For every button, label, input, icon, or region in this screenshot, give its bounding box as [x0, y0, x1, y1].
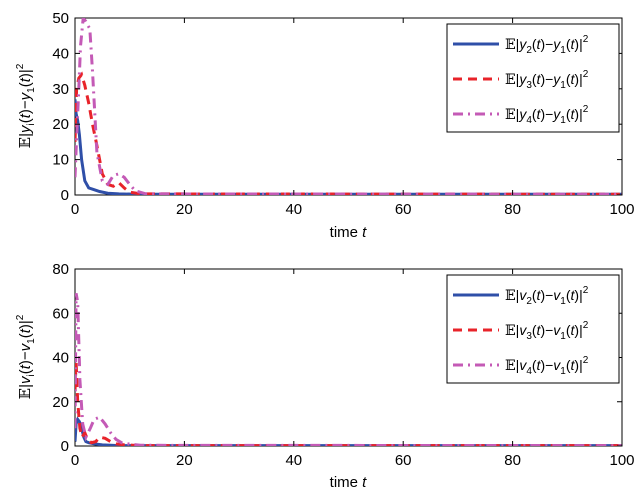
series-line-2	[75, 99, 622, 195]
chart-panel-top: 0 20 40 60 80 100 0 10 20 30 40 50 time t 𝔼|yi(t)−y…	[15, 10, 635, 241]
series-line-2	[75, 416, 622, 446]
series-line-4	[75, 293, 622, 446]
chart-panel-bottom: 0 20 40 60 80 100 0 20 40 60 80 time t 𝔼|vi(t)−v1(…	[15, 261, 635, 491]
x-tick-label: 20	[176, 201, 193, 218]
legend-label-4: 𝔼|y4(t)−y1(t)|2	[505, 104, 589, 126]
x-tick-label: 80	[504, 452, 521, 469]
x-tick-label: 80	[504, 201, 521, 218]
y-axis-label-bottom: 𝔼|vi(t)−v1(t)|2	[15, 314, 37, 399]
y-tick-label: 50	[52, 10, 69, 27]
y-tick-label: 0	[61, 438, 69, 455]
legend-bottom: 𝔼|v2(t)−v1(t)|2 𝔼|v3(t)−v1(t)|2 𝔼|v4(t)−v1…	[446, 274, 620, 384]
x-axis-label-top: time t	[330, 224, 368, 241]
legend-label-4: 𝔼|v4(t)−v1(t)|2	[505, 355, 589, 377]
y-tick-label: 10	[52, 152, 69, 169]
series-line-3	[75, 361, 622, 446]
legend-top: 𝔼|y2(t)−y1(t)|2 𝔼|y3(t)−y1(t)|2 𝔼|y4(t)−y1…	[446, 23, 620, 133]
x-tick-label: 100	[609, 452, 634, 469]
series-line-3	[75, 71, 622, 195]
x-tick-label: 0	[71, 201, 79, 218]
y-tick-label: 20	[52, 394, 69, 411]
x-tick-label: 60	[395, 452, 412, 469]
y-tick-label: 80	[52, 261, 69, 278]
y-tick-label: 0	[61, 187, 69, 204]
y-axis-label-top: 𝔼|yi(t)−y1(t)|2	[15, 63, 37, 148]
axis-ticks-bottom: 0 20 40 60 80 100 0 20 40 60 80	[52, 261, 634, 469]
y-tick-label: 20	[52, 116, 69, 133]
legend-label-2: 𝔼|y2(t)−y1(t)|2	[505, 34, 589, 56]
x-tick-label: 100	[609, 201, 634, 218]
series-lines-bottom	[75, 293, 622, 446]
x-tick-label: 60	[395, 201, 412, 218]
y-tick-label: 40	[52, 45, 69, 62]
x-tick-label: 20	[176, 452, 193, 469]
legend-label-3: 𝔼|y3(t)−y1(t)|2	[505, 69, 589, 91]
series-lines-top	[75, 18, 622, 195]
y-tick-label: 60	[52, 305, 69, 322]
x-tick-label: 40	[285, 201, 302, 218]
x-tick-label: 40	[285, 452, 302, 469]
y-tick-label: 40	[52, 350, 69, 367]
y-tick-label: 30	[52, 81, 69, 98]
legend-label-2: 𝔼|v2(t)−v1(t)|2	[505, 285, 589, 307]
x-axis-label-bottom: time t	[330, 474, 368, 491]
axis-ticks-top: 0 20 40 60 80 100 0 10 20 30 40 50	[52, 10, 634, 218]
x-tick-label: 0	[71, 452, 79, 469]
legend-label-3: 𝔼|v3(t)−v1(t)|2	[505, 320, 589, 342]
